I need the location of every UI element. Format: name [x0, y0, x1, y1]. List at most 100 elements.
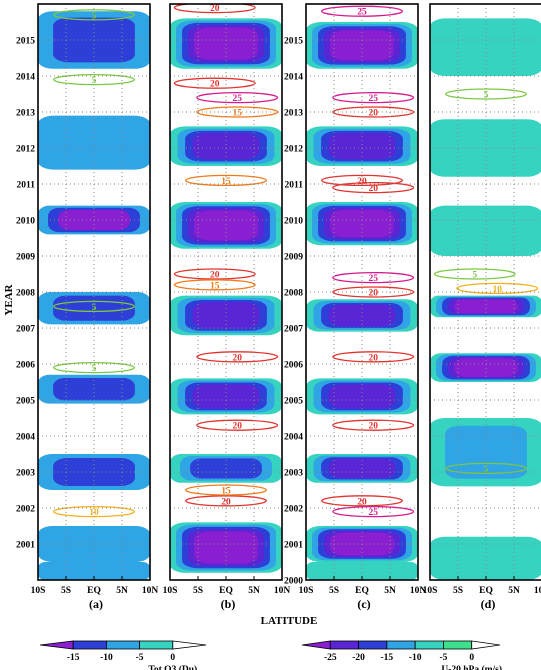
year-tick-label-c: 2001: [284, 541, 303, 551]
contour-label: 20: [221, 497, 231, 507]
year-ticks: 2000 2001 2002 2003 2004 2005 2006 2007 2008 2009…: [16, 37, 303, 587]
x-tick-label: 10N: [534, 586, 541, 596]
shade-region: [330, 30, 394, 61]
panel-label: (b): [221, 597, 236, 611]
shade-region: [194, 27, 258, 60]
year-tick-label: 2007: [16, 325, 35, 335]
x-tick-label: 5S: [193, 586, 203, 596]
colorbar-label: Tot O3 (Du): [148, 664, 197, 670]
contour-label: 25: [232, 94, 242, 104]
contour-line: [173, 4, 256, 14]
shade-region: [192, 133, 260, 160]
colorbar-swatch: [443, 640, 473, 650]
x-tick-label: 5S: [453, 586, 463, 596]
contour-label: 15: [232, 109, 242, 119]
panel-d: 5 10 5 5 10S 5S EQ 5N 10N (d): [423, 3, 541, 611]
x-tick-label: 10N: [142, 586, 159, 596]
colorbar-tick: -10: [409, 653, 422, 663]
contour-line: [332, 106, 415, 118]
y-axis-label: YEAR: [3, 283, 15, 315]
contour-line: [185, 174, 267, 187]
contour-label: 15: [221, 177, 231, 187]
colorbar-swatch: [471, 640, 501, 650]
contour-label: 20: [357, 177, 367, 187]
contour-label: 25: [368, 94, 378, 104]
contour-line: [332, 286, 415, 298]
contour-line: [445, 462, 527, 475]
year-tick-label: 2010: [16, 217, 35, 227]
contour-line: [185, 495, 267, 507]
colorbar-tick: 0: [469, 653, 474, 663]
grid: [430, 4, 541, 581]
contour-label: 5: [92, 364, 97, 374]
year-tick-label: 2006: [16, 361, 35, 371]
shade-region: [192, 302, 260, 329]
year-tick-label-c: 2013: [284, 109, 303, 119]
contour-label: 10: [89, 508, 99, 518]
colorbar-label: U-20 hPa (m/s): [441, 664, 502, 670]
shade-region: [194, 531, 258, 564]
year-tick-label-c: 2003: [284, 469, 303, 479]
contour-label: 5: [484, 91, 489, 101]
contour-line: [173, 279, 256, 291]
contour-line: [332, 271, 415, 284]
panel-label: (d): [481, 597, 496, 611]
panel-label: (a): [89, 597, 103, 611]
year-tick-label-c: 2014: [284, 73, 303, 83]
contour-line: [53, 300, 135, 313]
year-tick-label: 2001: [16, 541, 35, 551]
shade-region: [454, 358, 518, 377]
contour-label: 20: [368, 353, 378, 363]
year-tick-label-c: 2000: [284, 577, 303, 587]
contour-label: 5: [92, 303, 97, 313]
panel-label: (c): [357, 597, 370, 611]
shade-region: [330, 209, 394, 238]
x-tick-label: EQ: [87, 586, 101, 596]
year-tick-label-c: 2004: [284, 433, 303, 443]
contour-label: 20: [368, 422, 378, 432]
contour-label: 20: [232, 422, 242, 432]
year-tick-label: 2011: [17, 181, 36, 191]
panels: 10555510S5SEQ5N10N(a)2015202020151520251…: [31, 3, 541, 611]
x-tick-label: 10S: [31, 586, 46, 596]
colorbar-swatch: [386, 640, 416, 650]
contour-label: 20: [368, 109, 378, 119]
contour-label: 5: [472, 271, 477, 281]
contour-line: [196, 419, 279, 431]
x-tick-label: 5N: [248, 586, 260, 596]
contour-line: [332, 351, 415, 363]
x-tick-label: 5N: [384, 586, 396, 596]
contour-line: [196, 91, 279, 104]
contour-line: [332, 181, 415, 194]
year-tick-label: 2004: [16, 433, 35, 443]
year-tick-label: 2014: [16, 73, 35, 83]
x-tick-label: 10S: [163, 586, 178, 596]
x-tick-label: 10S: [299, 586, 314, 596]
contour-label: 5: [484, 465, 489, 475]
colorbar-tick: -5: [136, 653, 144, 663]
contour-line: [321, 495, 403, 507]
x-tick-label: 5S: [329, 586, 339, 596]
x-tick-label: 10N: [274, 586, 291, 596]
contour-line: [53, 9, 135, 21]
year-tick-label: 2012: [16, 145, 35, 155]
x-tick-label: 10S: [423, 586, 438, 596]
colorbar-swatch: [139, 640, 174, 650]
year-tick-label-c: 2008: [284, 289, 303, 299]
year-tick-label: 2002: [16, 505, 35, 515]
shaded-bands: [170, 18, 282, 573]
contour-line: [332, 505, 415, 518]
x-axis-label: LATITUDE: [261, 615, 318, 627]
contour-line: [196, 351, 279, 363]
year-tick-label-c: 2002: [284, 505, 303, 515]
shade-region: [430, 205, 541, 256]
shade-region: [53, 378, 135, 401]
colorbar-tick: -25: [324, 653, 337, 663]
contour-label: 25: [368, 274, 378, 284]
shade-region: [454, 299, 518, 314]
year-tick-label: 2015: [16, 37, 35, 47]
colorbar-tick: -5: [439, 653, 447, 663]
